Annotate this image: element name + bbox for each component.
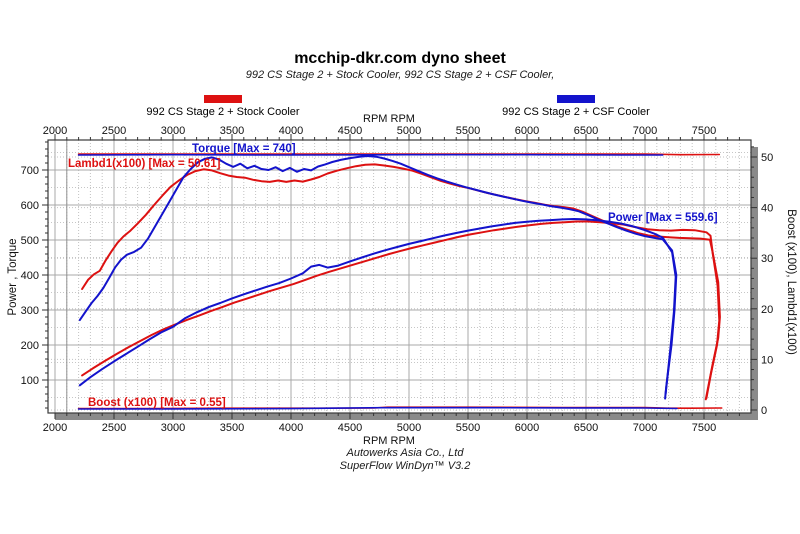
curve-power-csf-cooler [78,218,677,395]
page-subtitle: 992 CS Stage 2 + Stock Cooler, 992 CS St… [245,69,555,81]
y-tick-label-left: 200 [21,340,39,352]
y-tick-label-right: 50 [761,152,773,164]
x-tick-label-top: 2500 [102,125,126,137]
plot-background [48,140,751,413]
top-axis-unit-label: RPM RPM [363,113,415,125]
plot-gridlines [48,140,751,413]
plot-area [48,140,751,413]
axis-ticks [42,134,757,419]
y-tick-label-left: 300 [21,305,39,317]
legend-swatch-red [204,95,242,103]
legend-swatch-blue [557,95,595,103]
y-tick-label-left: 600 [21,200,39,212]
legend-label: 992 CS Stage 2 + Stock Cooler [146,106,300,118]
x-tick-label-bottom: 2500 [102,422,126,434]
curve-torque-csf-cooler [78,155,678,400]
x-tick-label-top: 4500 [338,125,362,137]
curve-power-stock-cooler [81,220,721,400]
y-tick-label-right: 30 [761,253,773,265]
annotation-torque: Torque [Max = 740] [192,143,296,155]
y-tick-label-right: 10 [761,354,773,366]
bottom-axis-unit-label: RPM RPM [363,435,415,447]
left-axis-title: Power , Torque [7,238,19,315]
x-tick-label-bottom: 3500 [220,422,244,434]
x-tick-label-bottom: 4500 [338,422,362,434]
plot-frame [47,139,752,414]
y-tick-label-right: 0 [761,405,767,417]
footer-software: SuperFlow WinDyn™ V3.2 [339,460,471,472]
right-axis-title: Boost (x100), Lambd1(x100) [785,209,797,355]
curve-torque-stock-cooler [81,163,721,401]
x-tick-label-bottom: 3000 [161,422,185,434]
annotation-lambd1(x100): Lambd1(x100) [Max = 50.61] [68,158,221,170]
x-tick-label-top: 4000 [279,125,303,137]
page-title: mcchip-dkr.com dyno sheet [294,50,506,67]
x-tick-label-bottom: 6000 [515,422,539,434]
plot-footer: Autowerks Asia Co., Ltd SuperFlow WinDyn… [0,447,800,473]
x-tick-label-top: 6000 [515,125,539,137]
x-tick-label-top: 2000 [43,125,67,137]
y-tick-label-left: 700 [21,165,39,177]
curve-max-annotations: Torque [Max = 740] Lambd1(x100) [Max = 50… [68,143,718,409]
x-tick-label-bottom: 6500 [574,422,598,434]
y-tick-label-left: 500 [21,235,39,247]
x-tick-label-bottom: 5500 [456,422,480,434]
annotation-power: Power [Max = 559.6] [608,212,718,224]
x-tick-label-bottom: 5000 [397,422,421,434]
y-tick-label-left: 100 [21,375,39,387]
legend-item-stock-cooler: 992 CS Stage 2 + Stock Cooler [103,95,343,118]
x-tick-label-top: 5500 [456,125,480,137]
x-tick-label-top: 7000 [633,125,657,137]
plot-border [47,139,752,414]
curve-boost-csf-cooler [77,406,678,410]
x-tick-label-bottom: 4000 [279,422,303,434]
x-tick-label-bottom: 7000 [633,422,657,434]
x-tick-label-top: 7500 [692,125,716,137]
y-tick-label-right: 40 [761,203,773,215]
x-tick-label-top: 3000 [161,125,185,137]
x-tick-label-top: 3500 [220,125,244,137]
legend-label: 992 CS Stage 2 + CSF Cooler [502,106,650,118]
axis-tick-labels: 2000200025002500300030003500350040004000… [21,125,774,434]
x-tick-label-top: 6500 [574,125,598,137]
y-tick-label-left: 400 [21,270,39,282]
x-tick-label-bottom: 2000 [43,422,67,434]
y-tick-label-right: 20 [761,304,773,316]
x-tick-label-top: 5000 [397,125,421,137]
x-tick-label-bottom: 7500 [692,422,716,434]
legend-item-csf-cooler: 992 CS Stage 2 + CSF Cooler [456,95,696,118]
footer-company: Autowerks Asia Co., Ltd [346,447,464,459]
annotation-boost: Boost (x100) [Max = 0.55] [88,397,226,409]
plot-curves [77,153,723,410]
